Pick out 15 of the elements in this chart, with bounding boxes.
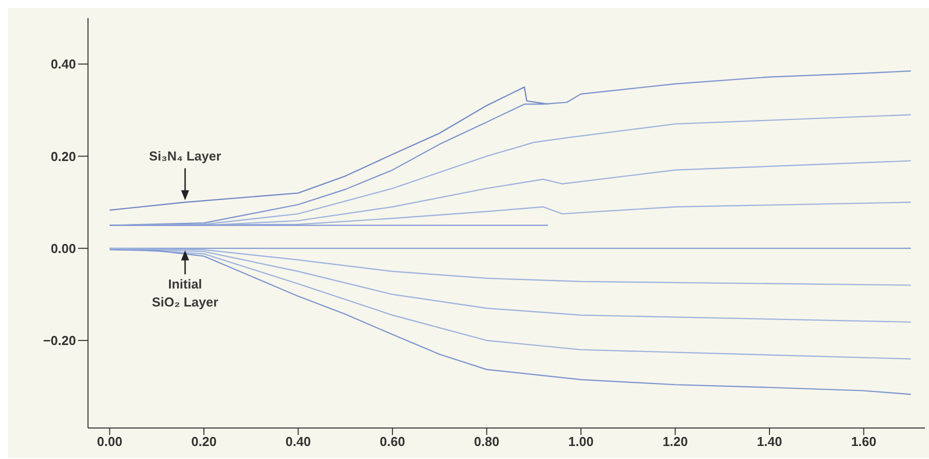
x-tick-label: 0.40 — [286, 434, 311, 450]
x-tick-label: 0.60 — [380, 434, 406, 450]
y-tick-label: −0.20 — [43, 333, 76, 348]
annotation: Initial SiO₂ Layer — [152, 276, 218, 310]
y-tick-label: 0.00 — [50, 240, 76, 256]
x-tick-label: 1.60 — [851, 434, 876, 450]
y-tick-label: 0.40 — [50, 56, 76, 72]
x-tick-label: 0.80 — [474, 434, 500, 450]
x-tick-label: 0.00 — [97, 434, 122, 450]
annotation: Si₃N₄ Layer — [148, 148, 222, 164]
x-tick-label: 1.20 — [662, 434, 688, 450]
x-tick-label: 1.00 — [568, 434, 594, 450]
y-tick-label: 0.20 — [50, 148, 76, 164]
x-tick-label: 1.40 — [756, 434, 782, 450]
x-tick-label: 0.20 — [191, 434, 217, 450]
